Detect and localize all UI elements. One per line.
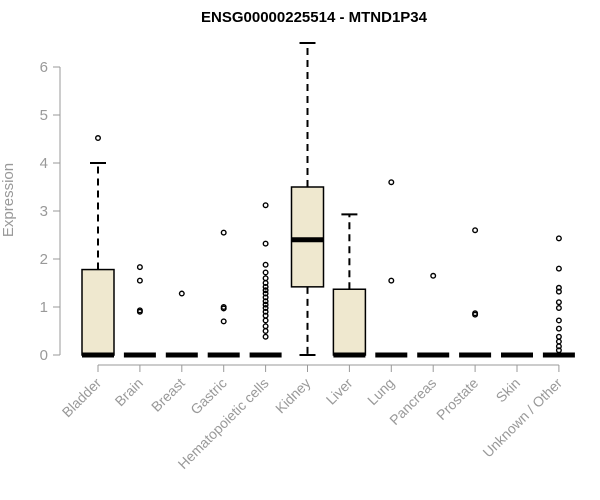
outlier-point — [262, 269, 269, 276]
box-bladder — [81, 135, 115, 358]
box-hematopoietic-cells — [249, 202, 282, 358]
x-tick-label: Breast — [148, 375, 188, 415]
outlier-point — [555, 343, 562, 350]
outlier-point — [178, 290, 185, 297]
box-body — [81, 268, 115, 356]
outlier-point — [262, 304, 269, 311]
outlier-point — [262, 290, 269, 297]
x-tick-label: Skin — [493, 375, 524, 406]
y-tick-label: 3 — [40, 203, 48, 220]
outlier-point — [555, 299, 562, 306]
x-tick-label: Prostate — [433, 375, 481, 423]
box-group — [81, 42, 575, 358]
outlier-point — [262, 287, 269, 294]
box-body — [332, 288, 367, 356]
x-tick-label: Lung — [364, 375, 397, 408]
y-tick-label: 0 — [40, 347, 48, 364]
outlier-point — [262, 312, 269, 319]
outlier-point — [220, 318, 227, 325]
outlier-point — [262, 328, 269, 335]
x-tick-label: Unknown / Other — [479, 375, 565, 461]
outlier-point — [388, 277, 395, 284]
outlier-point — [555, 235, 562, 242]
outlier-point — [136, 277, 143, 284]
outlier-point — [94, 135, 101, 142]
box-liver — [332, 213, 367, 358]
y-tick-label: 5 — [40, 107, 48, 124]
outlier-point — [262, 333, 269, 340]
x-tick-label: Liver — [323, 375, 356, 408]
outlier-point — [262, 283, 269, 290]
outlier-point — [262, 317, 269, 324]
outlier-point — [555, 338, 562, 345]
outlier-point — [555, 333, 562, 340]
y-tick-label: 4 — [40, 155, 48, 172]
y-axis: 0 1 2 3 4 5 6 — [40, 59, 61, 364]
outlier-point — [262, 240, 269, 247]
box-lung — [375, 179, 408, 358]
outlier-point — [262, 301, 269, 308]
outlier-point — [136, 308, 143, 315]
box-unknown-other — [542, 235, 575, 358]
box-pancreas — [417, 272, 450, 358]
y-tick-label: 6 — [40, 59, 48, 76]
outlier-point — [472, 227, 479, 234]
outlier-point — [136, 264, 143, 271]
x-tick-label: Kidney — [272, 375, 314, 417]
outlier-point — [262, 275, 269, 282]
outlier-point — [555, 284, 562, 291]
outlier-point — [555, 288, 562, 295]
outlier-point — [262, 308, 269, 315]
outlier-point — [262, 294, 269, 301]
box-breast — [165, 290, 198, 358]
outlier-point — [555, 265, 562, 272]
box-gastric — [207, 229, 240, 358]
chart-title: ENSG00000225514 - MTND1P34 — [201, 9, 428, 26]
outlier-point — [262, 261, 269, 268]
x-tick-label: Bladder — [59, 375, 105, 421]
outlier-point — [220, 229, 227, 236]
outlier-point — [555, 325, 562, 332]
y-tick-label: 1 — [40, 299, 48, 316]
outlier-point — [262, 298, 269, 305]
box-kidney — [290, 42, 325, 356]
outlier-point — [262, 202, 269, 209]
outlier-point — [220, 305, 227, 312]
box-body — [290, 186, 325, 288]
outlier-point — [262, 280, 269, 287]
outlier-point — [388, 179, 395, 186]
x-tick-label: Brain — [112, 375, 146, 409]
outlier-point — [472, 311, 479, 318]
box-brain — [123, 264, 156, 358]
outlier-point — [555, 347, 562, 354]
x-tick-label: Pancreas — [386, 375, 439, 428]
y-axis-label: Expression — [0, 163, 17, 237]
outlier-point — [555, 304, 562, 311]
outlier-point — [555, 317, 562, 324]
y-tick-label: 2 — [40, 251, 48, 268]
box-prostate — [459, 227, 492, 358]
outlier-point — [430, 272, 437, 279]
outlier-point — [262, 323, 269, 330]
